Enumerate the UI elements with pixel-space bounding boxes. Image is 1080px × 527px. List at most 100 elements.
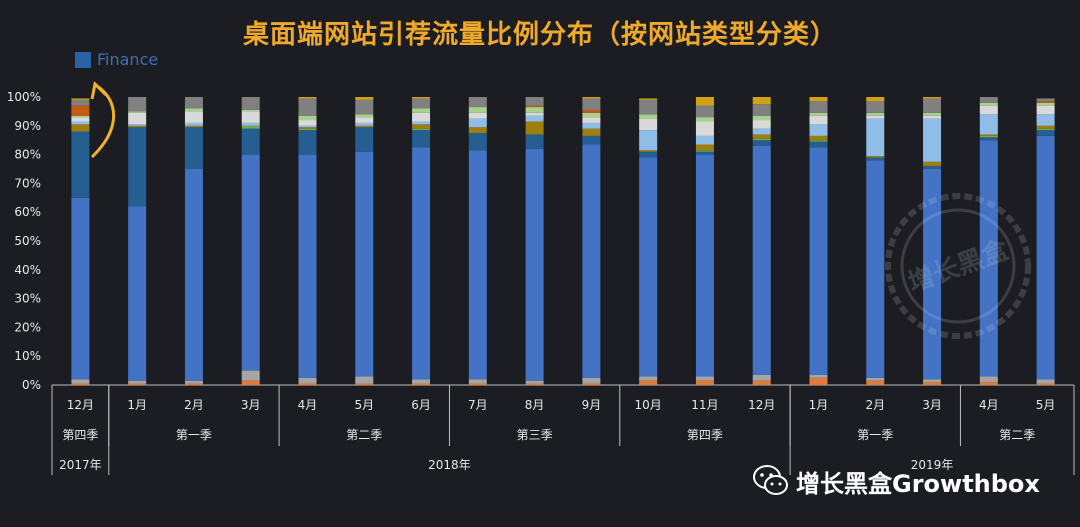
bar-segment-other-d (979, 134, 998, 136)
bar-segment-finance (752, 140, 771, 146)
bar-segment-other-f (979, 105, 998, 115)
x-tick-label: 3月 (241, 398, 261, 412)
bar-segment-other-b (355, 376, 374, 384)
chart-title: 桌面端网站引荐流量比例分布（按网站类型分类） (242, 20, 837, 50)
bar-segment-other-j (923, 97, 942, 99)
bar-segment-other-i (298, 98, 317, 116)
bar-segment-other-c (695, 150, 714, 152)
bar-segment-finance (128, 127, 147, 207)
bar-segment-other-i (979, 97, 998, 103)
y-tick-label: 90% (14, 119, 41, 133)
bar-segment-other-a (752, 380, 771, 385)
bar-segment-other-f (71, 117, 90, 122)
bar-segment-other-g (752, 115, 771, 121)
bar-segment-main (184, 169, 203, 381)
bar-segment-other-f (128, 112, 147, 125)
bar-segment-other-i (923, 98, 942, 113)
bar-segment-other-e (752, 128, 771, 135)
bar-segment-other-b (241, 370, 260, 381)
year-label: 2017年 (59, 458, 102, 472)
bar-segment-other-b (468, 379, 487, 384)
bar-segment-other-h (71, 105, 90, 116)
legend-arrow-icon (90, 84, 116, 159)
bar-segment-other-i (695, 105, 714, 118)
bar-segment-other-j (639, 98, 658, 100)
y-tick-label: 10% (14, 349, 41, 363)
bar-segment-main (412, 147, 431, 380)
bar-segment-finance (639, 151, 658, 158)
bar-segment-other-c (1036, 128, 1055, 131)
bar-segment-other-j (695, 97, 714, 106)
legend-label-finance: Finance (97, 50, 159, 69)
watermark-text: 增长黑盒 (904, 234, 1013, 299)
bar-segment-other-f (412, 112, 431, 122)
bar-segment-other-j (412, 97, 431, 99)
bar-segment-other-e (71, 121, 90, 125)
bar-segment-other-b (412, 379, 431, 384)
bar-segment-other-f (809, 115, 828, 125)
quarter-label: 第三季 (517, 428, 553, 442)
x-tick-label: 1月 (809, 398, 829, 412)
x-tick-label: 6月 (411, 398, 431, 412)
bar-segment-other-d (866, 156, 885, 158)
bar-segment-other-b (525, 380, 544, 384)
bar-segment-other-f (468, 112, 487, 119)
bar-segment-other-c (752, 138, 771, 141)
bar-segment-other-d (582, 128, 601, 136)
bar-segment-other-d (1036, 125, 1055, 129)
bar-segment-other-j (298, 97, 317, 99)
bar-segment-other-g (241, 109, 260, 112)
brand-footer: 增长黑盒Growthbox (752, 462, 1040, 500)
bar-segment-other-b (809, 374, 828, 378)
x-tick-label: 2月 (184, 398, 204, 412)
bar-segment-other-h (582, 109, 601, 113)
bar-segment-other-g (184, 108, 203, 112)
bar-segment-main (128, 206, 147, 381)
bar-segment-other-g (355, 114, 374, 118)
bar-segment-finance (241, 128, 260, 155)
bar-segment-other-d (355, 125, 374, 128)
bar-segment-main (866, 160, 885, 378)
bar-segment-other-b (752, 374, 771, 381)
bar-segment-other-b (695, 376, 714, 381)
bar-segment-other-i (582, 98, 601, 110)
bar-segment-other-e (355, 122, 374, 126)
bar-segment-other-g (639, 114, 658, 119)
bar-segment-other-i (525, 97, 544, 106)
quarter-label: 第二季 (346, 428, 382, 442)
legend[interactable]: Finance (75, 50, 158, 69)
bar-segment-finance (923, 166, 942, 169)
bar-segment-main (923, 169, 942, 380)
bar-segment-other-i (355, 99, 374, 115)
bar-segment-main (639, 157, 658, 377)
y-tick-label: 70% (14, 176, 41, 190)
x-tick-label: 12月 (67, 398, 94, 412)
x-tick-label: 4月 (298, 398, 318, 412)
bar-segment-other-g (128, 111, 147, 113)
bar-segment-other-a (695, 380, 714, 385)
bar-segment-other-i (184, 97, 203, 109)
bar-segment-other-a (355, 383, 374, 385)
bar-segment-finance (979, 137, 998, 141)
bar-segment-other-i (866, 101, 885, 113)
bar-segment-other-g (71, 115, 90, 118)
bar-segment-other-g (468, 107, 487, 113)
bar-segment-other-i (71, 99, 90, 106)
bar-segment-other-a (979, 382, 998, 385)
bar-segment-main (582, 144, 601, 378)
bar-segment-main (752, 145, 771, 375)
bar-segment-other-i (128, 97, 147, 112)
bar-segment-other-d (525, 121, 544, 135)
bar-segment-other-g (979, 102, 998, 106)
bar-segment-other-e (979, 114, 998, 135)
bar-segment-other-a (1036, 383, 1055, 385)
bar-segment-other-d (184, 125, 203, 128)
y-tick-label: 80% (14, 148, 41, 162)
year-label: 2018年 (428, 458, 471, 472)
bar-segment-other-i (412, 98, 431, 109)
bar-segment-other-i (1036, 98, 1055, 102)
bar-segment-other-j (71, 98, 90, 100)
bar-segment-other-e (639, 130, 658, 151)
x-tick-label: 2月 (865, 398, 885, 412)
bar-segment-other-a (241, 380, 260, 385)
